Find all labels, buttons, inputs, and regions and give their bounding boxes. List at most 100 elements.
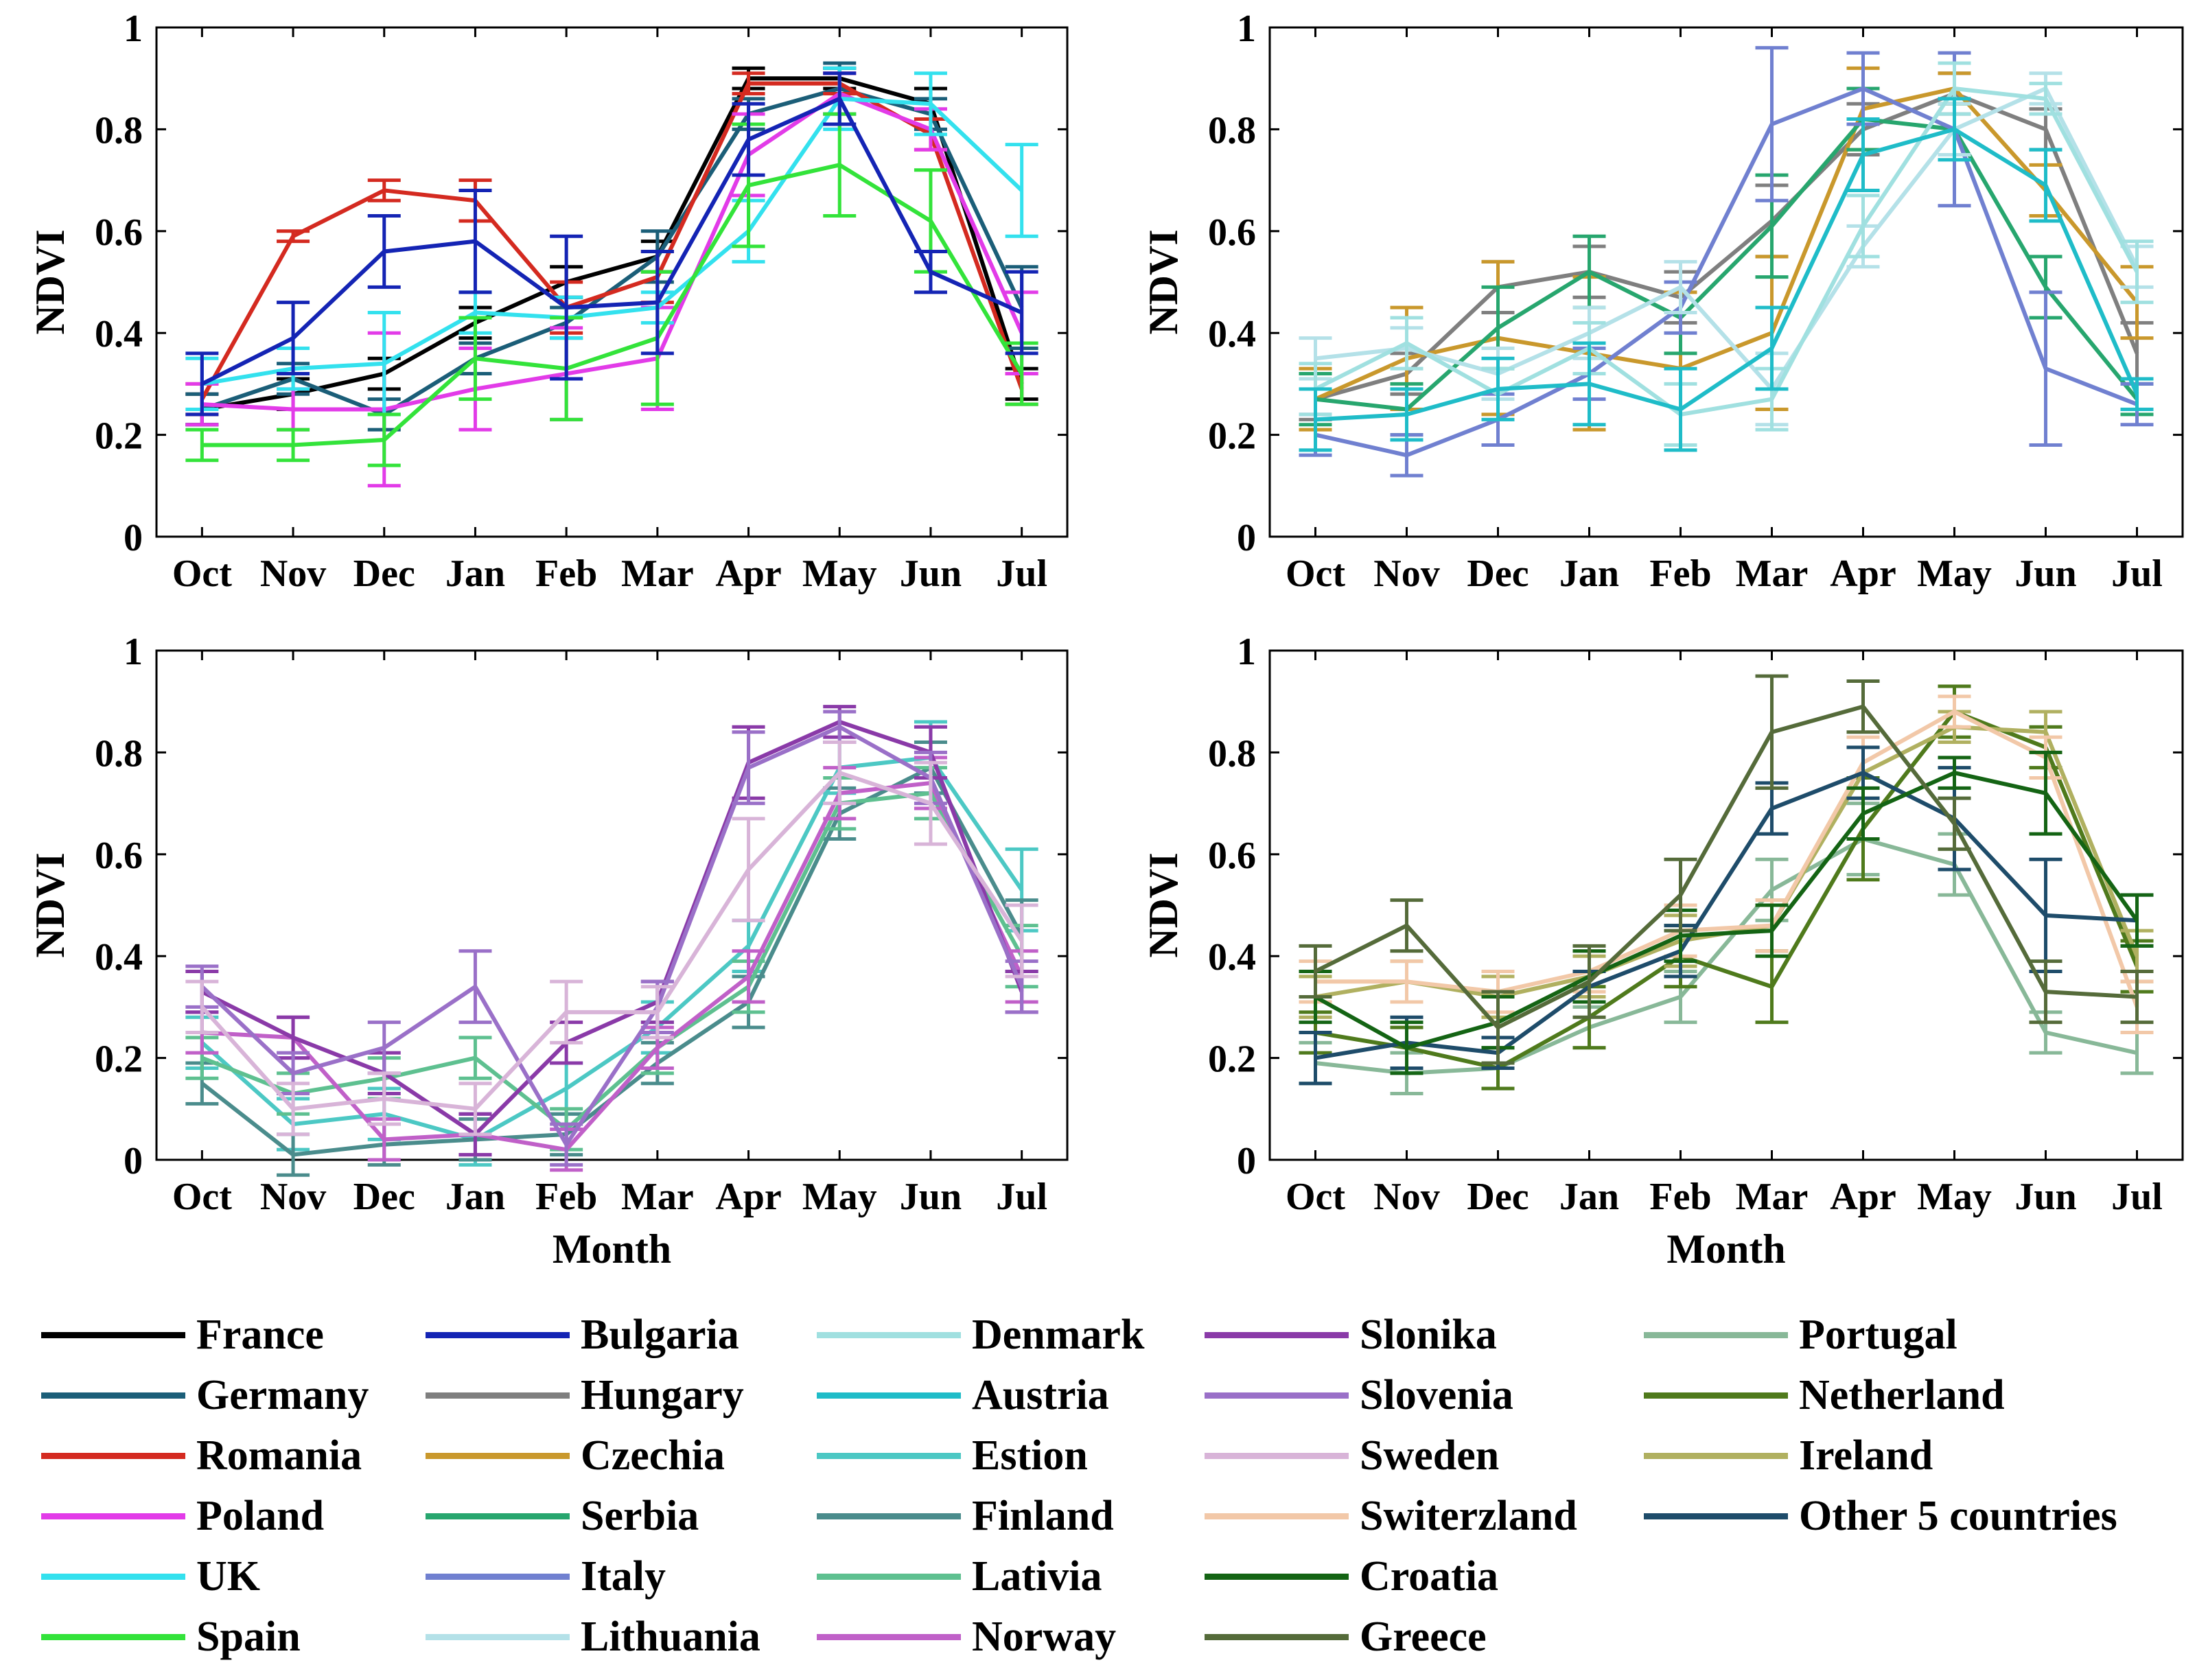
x-tick-label: Jul bbox=[996, 552, 1047, 595]
error-bar bbox=[1938, 97, 1971, 162]
error-bar bbox=[823, 740, 857, 806]
x-tick-label: Jun bbox=[2014, 552, 2076, 595]
legend-swatch bbox=[41, 1513, 185, 1519]
error-bar bbox=[732, 71, 765, 95]
error-bar bbox=[550, 234, 583, 381]
legend-swatch bbox=[426, 1573, 570, 1580]
series-spain bbox=[185, 112, 1038, 467]
legend-label: Slonika bbox=[1360, 1311, 1497, 1358]
error-bar bbox=[185, 351, 219, 417]
x-tick-label: May bbox=[802, 552, 877, 595]
error-bar bbox=[732, 730, 765, 806]
legend-item-portugal: Portugal bbox=[1644, 1307, 1957, 1362]
legend-item-austria: Austria bbox=[817, 1368, 1109, 1423]
x-axis-label: Month bbox=[1666, 1226, 1785, 1272]
series-line bbox=[201, 719, 1024, 1136]
legend-swatch bbox=[817, 1513, 961, 1519]
y-tick-label: 0 bbox=[1237, 517, 1256, 559]
legend-label: Greece bbox=[1360, 1613, 1487, 1660]
series-line bbox=[1315, 771, 2137, 1060]
legend-swatch bbox=[41, 1392, 185, 1399]
legend-swatch bbox=[426, 1331, 570, 1338]
legend-item-uk: UK bbox=[41, 1549, 260, 1604]
y-tick-label: 0.2 bbox=[95, 1038, 143, 1081]
legend-label: Bulgaria bbox=[581, 1311, 739, 1358]
legend-item-italy: Italy bbox=[426, 1549, 666, 1604]
x-tick-label: Dec bbox=[353, 1176, 415, 1218]
error-bar bbox=[914, 71, 947, 137]
legend-label: Austria bbox=[972, 1371, 1109, 1419]
legend-label: Germany bbox=[196, 1371, 369, 1419]
x-tick-label: Oct bbox=[1286, 552, 1345, 595]
error-bar bbox=[367, 214, 401, 289]
y-axis-label: NDVI bbox=[1141, 852, 1186, 957]
legend-label: Spain bbox=[196, 1613, 301, 1660]
error-bar bbox=[1664, 857, 1697, 933]
error-bar bbox=[1390, 959, 1423, 1004]
series-finland bbox=[185, 740, 1038, 1177]
legend-label: Sweden bbox=[1360, 1432, 1500, 1479]
error-bar bbox=[1938, 796, 1971, 851]
error-bar bbox=[277, 1082, 310, 1136]
y-tick-label: 0.2 bbox=[95, 415, 143, 458]
legend-label: Finland bbox=[972, 1492, 1114, 1539]
error-bar bbox=[367, 1020, 401, 1075]
y-tick-label: 0.6 bbox=[95, 835, 143, 877]
error-bar bbox=[732, 102, 765, 177]
legend-swatch bbox=[41, 1452, 185, 1459]
legend-swatch bbox=[1205, 1513, 1349, 1519]
y-tick-label: 0.4 bbox=[95, 313, 143, 355]
legend-label: Norway bbox=[972, 1613, 1117, 1660]
x-tick-label: Dec bbox=[1467, 1176, 1529, 1218]
legend-item-serbia: Serbia bbox=[426, 1489, 699, 1543]
legend-item-sweden: Sweden bbox=[1205, 1428, 1499, 1483]
legend-item-ireland: Ireland bbox=[1644, 1428, 1933, 1483]
series-line bbox=[200, 755, 1024, 1142]
legend-label: Lithuania bbox=[581, 1613, 760, 1660]
error-bar bbox=[1846, 194, 1880, 259]
error-bar bbox=[1005, 143, 1038, 238]
error-bar bbox=[550, 979, 583, 1045]
series-line bbox=[1315, 86, 2139, 391]
y-tick-label: 0.4 bbox=[1208, 936, 1256, 979]
series-line bbox=[1315, 710, 2139, 1071]
legend-label: Portugal bbox=[1799, 1311, 1957, 1358]
legend-item-slonika: Slonika bbox=[1205, 1307, 1497, 1362]
y-tick-label: 1 bbox=[1237, 631, 1256, 673]
error-bar bbox=[550, 1122, 583, 1167]
error-bar bbox=[185, 979, 219, 1034]
y-tick-label: 0.2 bbox=[1208, 415, 1256, 458]
series-line bbox=[202, 163, 1024, 447]
error-bar bbox=[1299, 387, 1332, 452]
legend-item-denmark: Denmark bbox=[817, 1307, 1144, 1362]
error-bar bbox=[2029, 148, 2062, 223]
error-bar bbox=[1005, 903, 1038, 979]
legend-label: Croatia bbox=[1360, 1552, 1499, 1600]
x-axis-label: Month bbox=[553, 1226, 671, 1272]
axes-frame bbox=[155, 649, 1069, 1161]
legend-item-netherland: Netherland bbox=[1644, 1368, 2005, 1423]
series-line bbox=[200, 725, 1024, 1147]
legend-item-spain: Spain bbox=[41, 1609, 301, 1664]
x-tick-label: Feb bbox=[1649, 1176, 1711, 1218]
chart-panel-bottom-left: 0 0.2 0.4 0.6 0.8 1 Oct Nov Dec Jan Feb Mar Apr May Ju… bbox=[27, 631, 1069, 1272]
error-bar bbox=[640, 985, 674, 1040]
series-poland bbox=[185, 71, 1038, 488]
error-bar bbox=[1846, 117, 1880, 192]
x-tick-label: Jan bbox=[445, 1176, 505, 1218]
legend-swatch bbox=[41, 1633, 185, 1640]
legend-swatch bbox=[817, 1392, 961, 1399]
series-lativia bbox=[185, 766, 1038, 1152]
series-line bbox=[1315, 117, 2139, 412]
error-bar bbox=[1005, 270, 1038, 355]
error-bar bbox=[458, 316, 492, 401]
error-bar bbox=[277, 229, 310, 244]
error-bar bbox=[1755, 674, 1789, 790]
legend-swatch bbox=[1644, 1331, 1788, 1338]
series-line bbox=[1314, 704, 2137, 1030]
error-bar bbox=[458, 1036, 492, 1080]
error-bar bbox=[1390, 1020, 1423, 1075]
legend-label: Hungary bbox=[581, 1371, 744, 1419]
legend-swatch bbox=[817, 1452, 961, 1459]
error-bar bbox=[732, 817, 765, 922]
